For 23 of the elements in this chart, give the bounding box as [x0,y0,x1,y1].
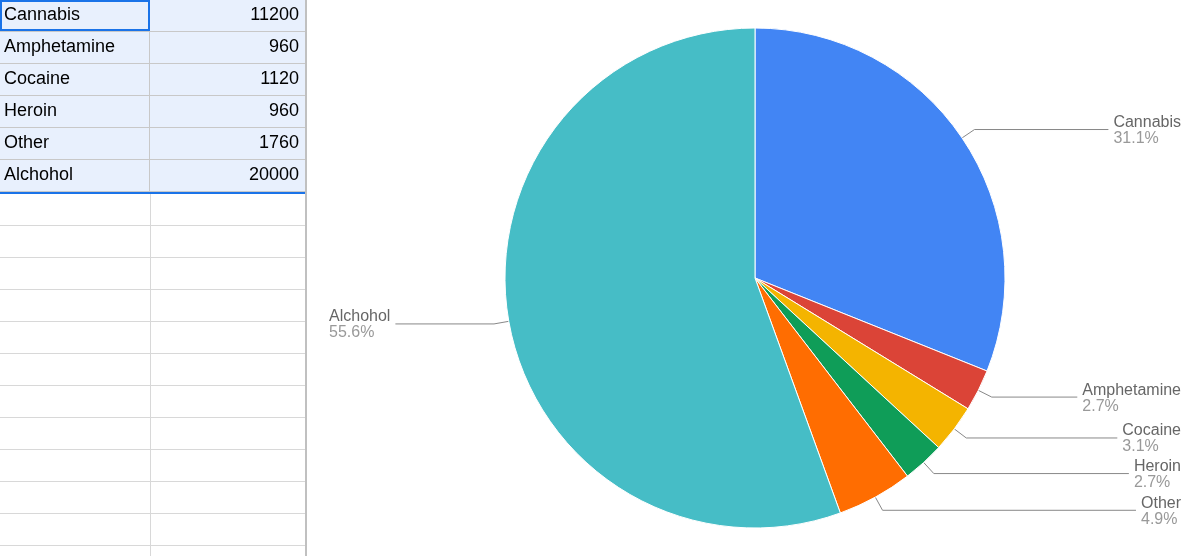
category-label: Cannabis [4,4,81,24]
data-label: 4.9% [1140,509,1178,527]
data-label: 55.6% [329,323,375,341]
category-label: Alchohol [4,164,74,184]
data-label: 31.1% [1113,129,1159,147]
text: 20000 [247,163,300,186]
text: 1120 [259,67,300,90]
text: 1760 [257,131,300,154]
slice-label: Amphetamine [1082,380,1182,398]
data-label: 2.7% [1133,473,1171,491]
slice-label: Cannabis [1113,113,1182,131]
category-label: Amphetamine [4,36,116,56]
category-label: Heroin [4,100,58,120]
text: 960 [267,99,300,122]
data-label: 3.1% [1122,437,1159,455]
text: 960 [267,35,300,58]
slice-label: Cocaine [1122,421,1182,439]
slice-label: Heroin [1133,457,1182,475]
category-label: Cocaine [4,68,71,88]
text: 11200 [249,3,300,26]
category-label: Other [4,132,50,152]
slice-label: Alchohol [329,307,391,325]
slice-label: Other [1140,493,1182,511]
